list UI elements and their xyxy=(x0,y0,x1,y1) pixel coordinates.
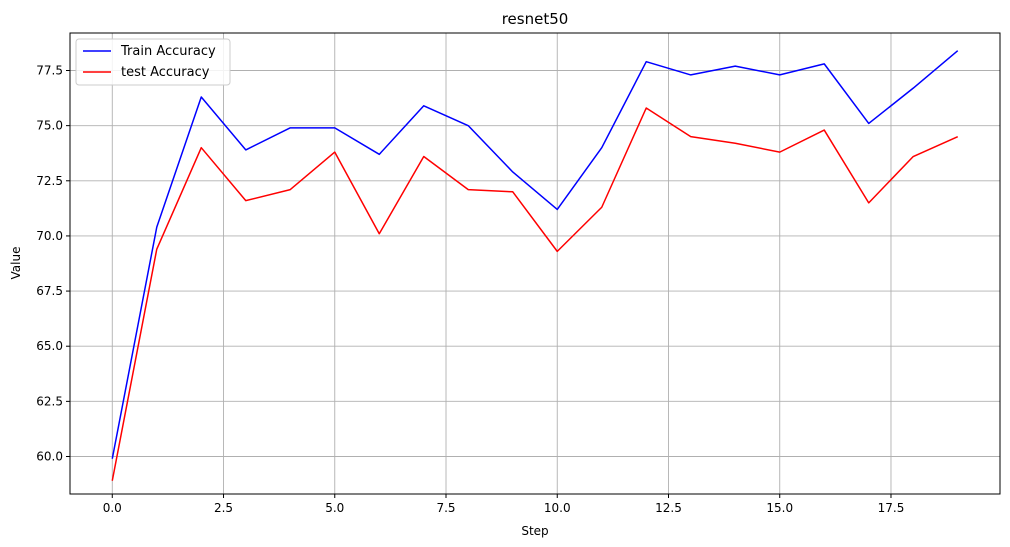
y-tick-label: 62.5 xyxy=(36,394,63,408)
legend-box xyxy=(75,38,231,86)
x-tick-label: 0.0 xyxy=(103,501,122,515)
series-line-test-accuracy xyxy=(111,107,959,481)
legend: Train Accuracy test Accuracy xyxy=(75,38,231,86)
y-tick-label: 65.0 xyxy=(36,339,63,353)
legend-label-train: Train Accuracy xyxy=(120,44,216,59)
legend-label-test: test Accuracy xyxy=(121,65,210,80)
x-tick-label: 15.0 xyxy=(766,501,793,515)
x-tick-label: 17.5 xyxy=(878,501,905,515)
x-tick-label: 10.0 xyxy=(544,501,571,515)
x-axis-label: Step xyxy=(521,524,548,538)
grid xyxy=(70,33,1000,494)
y-tick-label: 77.5 xyxy=(36,63,63,77)
y-ticks: 60.0 62.5 65.0 67.5 70.0 72.5 75.0 77.5 xyxy=(36,63,70,464)
y-tick-label: 75.0 xyxy=(36,119,63,133)
series-lines xyxy=(111,50,959,481)
chart-title: resnet50 xyxy=(502,10,569,28)
x-tick-label: 7.5 xyxy=(436,501,455,515)
y-tick-label: 60.0 xyxy=(36,450,63,464)
y-axis-label: Value xyxy=(9,247,23,280)
y-tick-label: 72.5 xyxy=(36,174,63,188)
x-tick-label: 5.0 xyxy=(325,501,344,515)
x-tick-label: 12.5 xyxy=(655,501,682,515)
series-line-train-accuracy xyxy=(111,50,959,459)
x-tick-label: 2.5 xyxy=(214,501,233,515)
y-tick-label: 70.0 xyxy=(36,229,63,243)
plot-frame xyxy=(69,32,1001,495)
x-ticks: 0.0 2.5 5.0 7.5 10.0 12.5 15.0 17.5 xyxy=(103,494,905,515)
y-tick-label: 67.5 xyxy=(36,284,63,298)
